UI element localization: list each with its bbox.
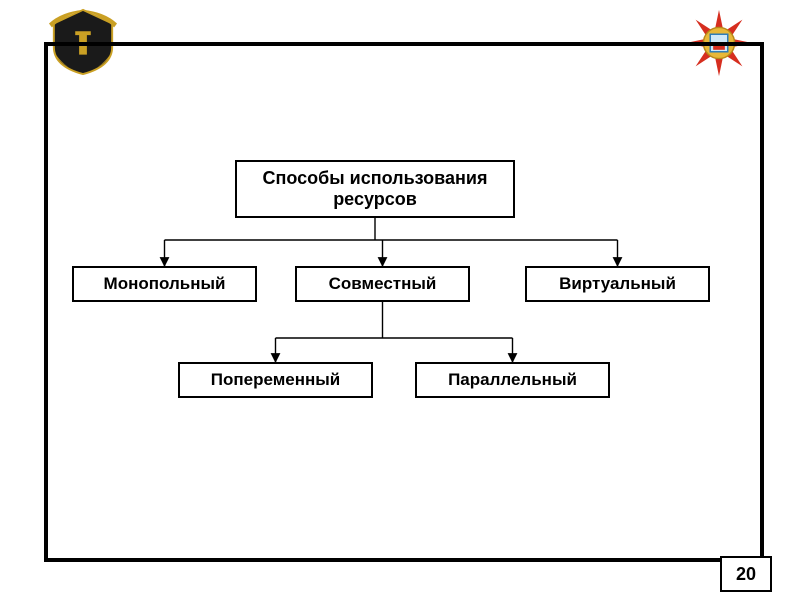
- node-monopoly-label: Монопольный: [104, 274, 226, 294]
- node-alternating: Попеременный: [178, 362, 373, 398]
- node-virtual-label: Виртуальный: [559, 274, 676, 294]
- node-alternating-label: Попеременный: [211, 370, 340, 390]
- page-number-label: 20: [736, 564, 756, 585]
- node-joint-label: Совместный: [329, 274, 437, 294]
- node-joint: Совместный: [295, 266, 470, 302]
- slide-frame: [44, 42, 764, 562]
- node-parallel: Параллельный: [415, 362, 610, 398]
- node-root: Способы использованияресурсов: [235, 160, 515, 218]
- node-virtual: Виртуальный: [525, 266, 710, 302]
- node-root-label: Способы использованияресурсов: [263, 168, 488, 209]
- node-monopoly: Монопольный: [72, 266, 257, 302]
- page-number: 20: [720, 556, 772, 592]
- slide: Способы использованияресурсов Монопольны…: [0, 0, 800, 600]
- node-parallel-label: Параллельный: [448, 370, 577, 390]
